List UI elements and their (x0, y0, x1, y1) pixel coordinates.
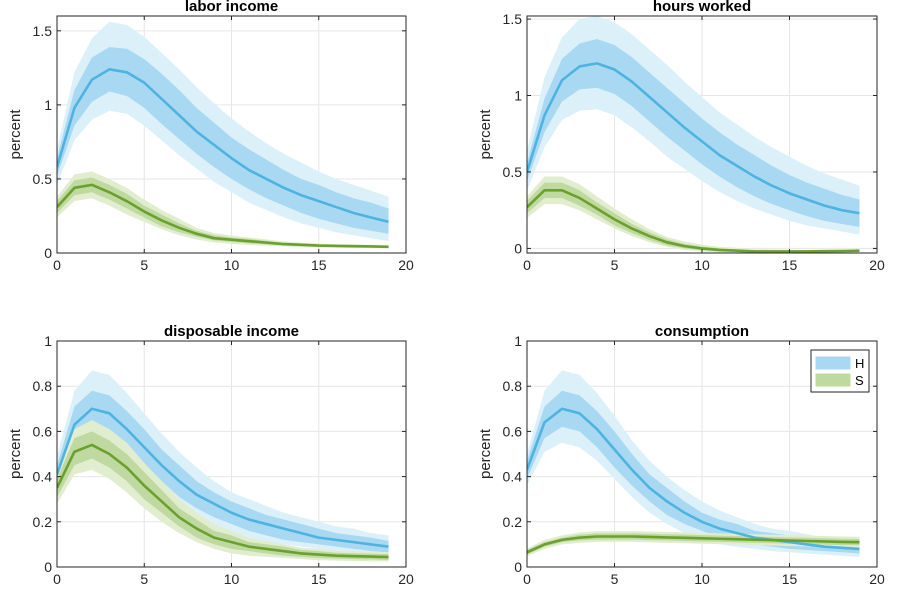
y-axis-label: percent (477, 109, 494, 160)
panel-3: 0 5 10 15 20 0 0.2 0.4 0.6 0.8 1 disposable income p… (7, 323, 414, 587)
band-inner-h (527, 390, 860, 554)
band-outer-h (527, 370, 860, 557)
y-tick-label: 1.5 (503, 11, 523, 27)
band-inner-s (527, 533, 860, 555)
series-layer (57, 370, 389, 562)
x-tick-label: 0 (53, 571, 61, 587)
series-line-h (57, 407, 389, 548)
y-tick-label: 1 (44, 97, 52, 113)
band-inner-h (57, 47, 389, 234)
y-axis-label: percent (477, 428, 494, 479)
y-tick-label: 0 (44, 245, 52, 261)
legend-label-s: S (855, 373, 864, 388)
x-tick-label: 0 (523, 257, 531, 273)
x-tick-label: 10 (694, 571, 710, 587)
x-tick-label: 10 (694, 257, 710, 273)
panel-1: 0 5 10 15 20 0 0.5 1 1.5 labor income percent (7, 0, 414, 273)
y-tick-label: 0 (514, 240, 522, 256)
y-tick-label: 1 (514, 333, 522, 349)
x-tick-label: 5 (140, 257, 148, 273)
series-layer (527, 16, 860, 253)
x-tick-label: 20 (869, 571, 885, 587)
chart-title: consumption (655, 323, 749, 340)
chart-title: labor income (185, 0, 278, 15)
y-tick-label: 0.4 (503, 469, 523, 485)
panel-2: 0 5 10 15 20 0 0.5 1 1.5 hours worked percent (477, 0, 885, 273)
y-tick-label: 0 (44, 559, 52, 575)
x-tick-label: 20 (869, 257, 885, 273)
y-tick-label: 1 (514, 88, 522, 104)
band-inner-h (57, 390, 389, 553)
y-tick-label: 0.4 (33, 469, 53, 485)
series-line-s (527, 535, 860, 554)
series-line-s (57, 183, 389, 249)
y-axis-label: percent (7, 428, 24, 479)
x-tick-label: 5 (611, 257, 619, 273)
legend-swatch-s (815, 373, 851, 387)
panel-4: 0 5 10 15 20 0 0.2 0.4 0.6 0.8 1 consumption percent… (477, 323, 885, 587)
chart-title: hours worked (653, 0, 751, 15)
series-layer (57, 21, 389, 249)
x-tick-label: 10 (224, 571, 240, 587)
x-tick-label: 20 (398, 257, 414, 273)
y-tick-label: 0.5 (33, 171, 53, 187)
chart-title: disposable income (164, 323, 299, 340)
x-tick-label: 0 (523, 571, 531, 587)
series-line-h (57, 68, 389, 224)
x-tick-label: 5 (611, 571, 619, 587)
y-tick-label: 0.6 (33, 423, 53, 439)
series-line-s (57, 443, 389, 559)
x-tick-label: 0 (53, 257, 61, 273)
y-tick-label: 1.5 (33, 23, 53, 39)
x-tick-label: 15 (311, 571, 327, 587)
x-tick-label: 10 (224, 257, 240, 273)
x-tick-label: 15 (782, 257, 798, 273)
y-tick-label: 0.6 (503, 423, 523, 439)
y-tick-label: 0 (514, 559, 522, 575)
y-tick-label: 0.2 (33, 514, 53, 530)
y-tick-label: 0.2 (503, 514, 523, 530)
series-line-s (527, 189, 860, 253)
band-outer-h (57, 370, 389, 556)
y-axis-label: percent (7, 109, 24, 160)
legend: HS (810, 349, 870, 393)
y-tick-label: 1 (44, 333, 52, 349)
x-tick-label: 20 (398, 571, 414, 587)
legend-swatch-h (815, 356, 851, 370)
series-layer (527, 370, 860, 557)
legend-label-h: H (855, 356, 864, 371)
y-tick-label: 0.5 (503, 164, 523, 180)
series-line-h (527, 62, 860, 215)
x-tick-label: 15 (782, 571, 798, 587)
series-line-h (527, 407, 860, 551)
y-tick-label: 0.8 (503, 378, 523, 394)
x-tick-label: 5 (140, 571, 148, 587)
x-tick-label: 15 (311, 257, 327, 273)
y-tick-label: 0.8 (33, 378, 53, 394)
